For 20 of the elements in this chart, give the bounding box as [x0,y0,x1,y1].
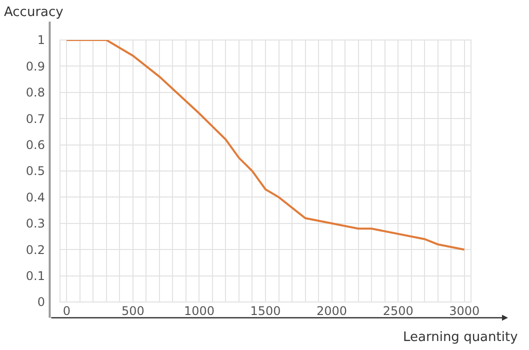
x-axis-title: Learning quantity [403,330,518,345]
y-tick-label: 1 [37,33,45,48]
y-tick-label: 0.7 [26,112,45,126]
y-axis-title: Accuracy [4,5,64,20]
y-tick-label: 0.5 [26,164,45,178]
y-tick-label: 0.2 [26,242,45,257]
x-tick-label: 2500 [382,304,414,318]
y-tick-label: 0.9 [26,59,45,74]
y-tick-label: 0.8 [26,86,45,100]
x-tick-label: 2000 [316,304,348,318]
x-tick-label: 1000 [184,304,214,318]
y-tick-label: 0.4 [26,190,45,204]
line-series [66,40,466,251]
y-tick-label: 0.3 [26,216,45,231]
y-tick-label: 0.6 [26,138,45,152]
x-tick-label: 1500 [250,304,281,318]
x-tick-label: 500 [121,304,144,318]
x-tick-label: 3000 [449,304,480,318]
x-tick-label: 0 [62,304,70,318]
y-tick-label: 0.1 [26,269,45,283]
